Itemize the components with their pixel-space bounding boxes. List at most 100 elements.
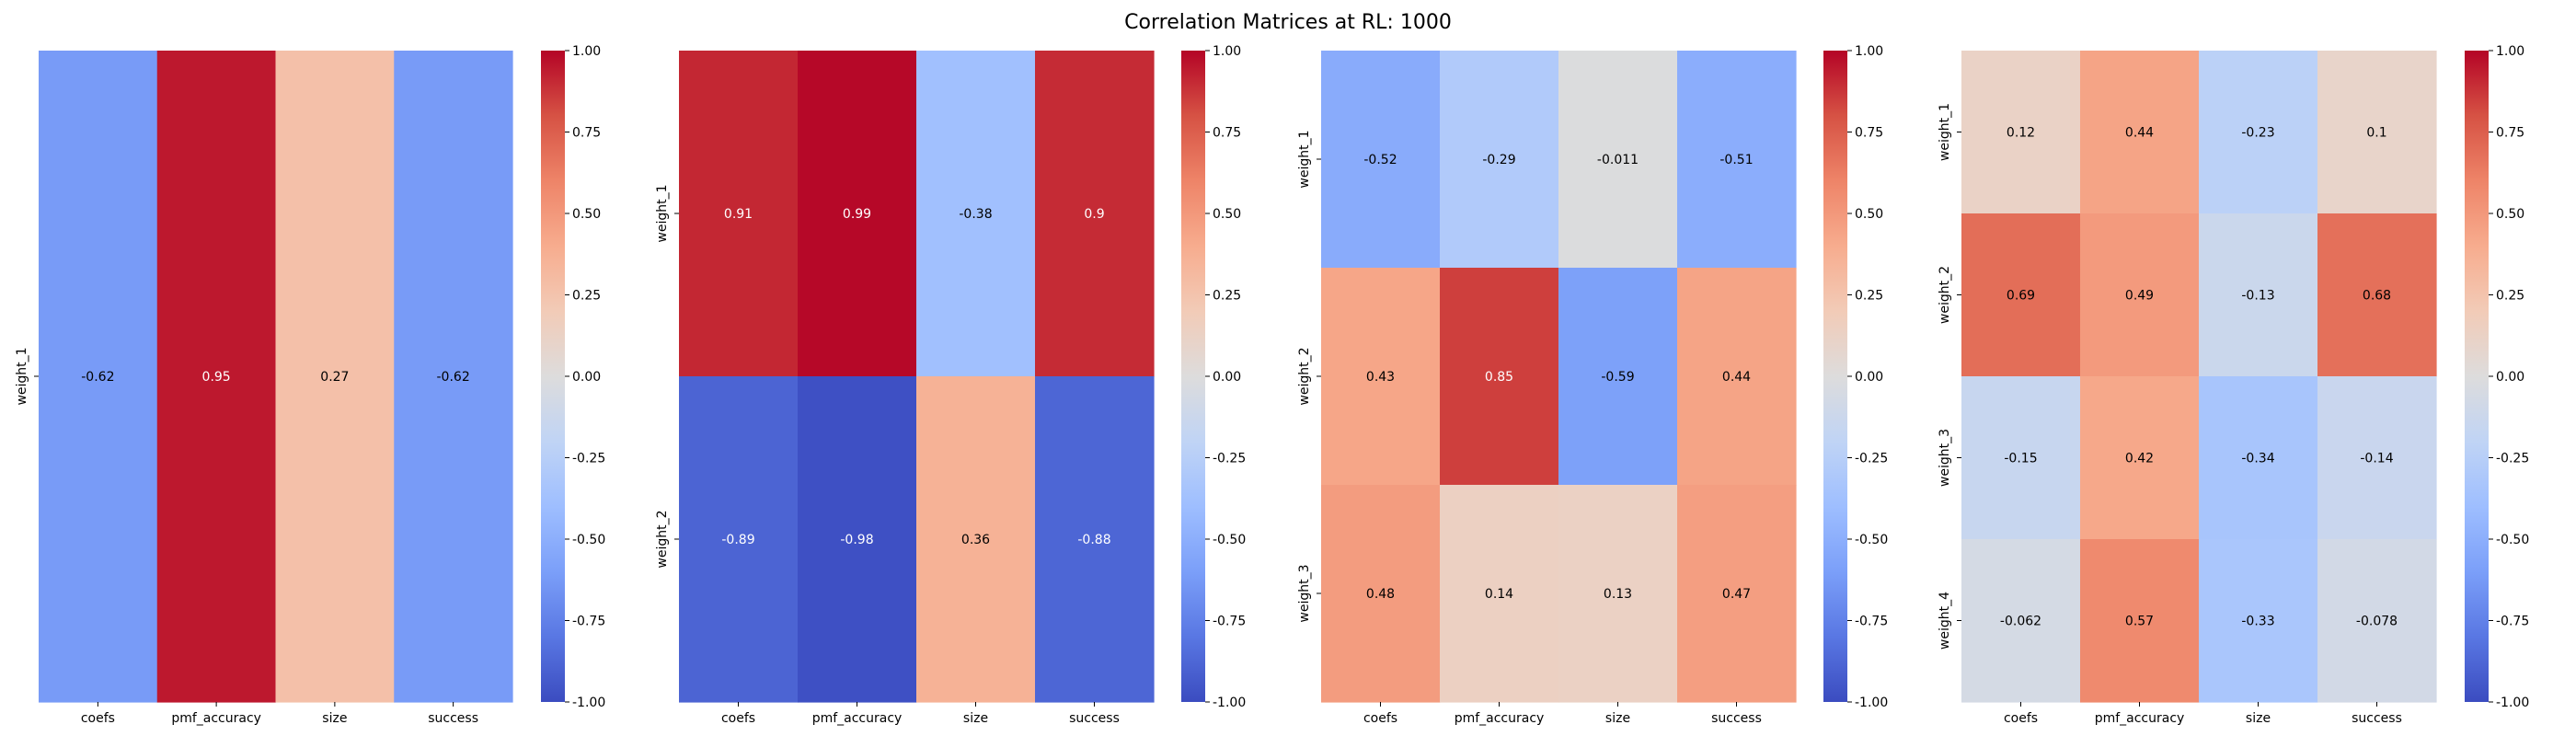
heatmap-cell <box>2317 213 2437 377</box>
cell-value-label: 0.42 <box>2125 452 2154 466</box>
heatmap-cell <box>2199 213 2318 377</box>
heatmap-cell <box>1558 485 1678 703</box>
x-tick-label: size <box>322 711 347 726</box>
heatmap-cell <box>2199 376 2318 540</box>
colorbar-tick-label: 0.25 <box>1855 289 1883 304</box>
heatmap-cell <box>2199 539 2318 703</box>
cell-value-label: 0.95 <box>202 370 231 385</box>
colorbar-tick-label: -1.00 <box>572 696 605 710</box>
cell-value-label: -0.88 <box>1077 533 1110 547</box>
cell-value-label: 0.12 <box>2007 126 2035 141</box>
y-tick-label: weight_2 <box>655 510 670 568</box>
cell-value-label: -0.15 <box>2004 452 2037 466</box>
cell-value-label: 0.69 <box>2007 289 2035 304</box>
colorbar-tick-label: -0.25 <box>2496 452 2529 466</box>
colorbar-tick-label: -0.75 <box>1213 615 1246 629</box>
cell-value-label: 0.1 <box>2366 126 2386 141</box>
colorbar-gradient <box>2465 51 2489 702</box>
colorbar-2: 1.00 0.75 0.50 0.25 0.00 -0.25 -0.50 -0.75 -1.00 <box>1181 44 1246 710</box>
colorbar-tick-label: -0.25 <box>572 452 605 466</box>
heatmap-cell <box>1677 51 1797 269</box>
x-tick-label: coefs <box>721 711 755 726</box>
heatmap-cell <box>1321 268 1441 486</box>
colorbar-1: 1.00 0.75 0.50 0.25 0.00 -0.25 -0.50 -0.75 -1.00 <box>541 44 605 710</box>
heatmap-panel-2: 0.91 0.99 -0.38 0.9 -0.89 -0.98 0.36 -0.88 coefs… <box>655 44 1246 726</box>
x-tick-label: pmf_accuracy <box>2095 711 2185 726</box>
x-tick-label: size <box>2246 711 2271 726</box>
heatmap-cell <box>1321 485 1441 703</box>
cell-value-label: -0.078 <box>2356 615 2398 629</box>
colorbar-tick-label: 0.50 <box>1855 207 1883 222</box>
heatmap-panel-3: -0.52 -0.29 -0.011 -0.51 0.43 0.85 -0.59 0.44 0.… <box>1297 44 1888 726</box>
heatmap-cell <box>156 51 277 703</box>
x-tick-label: pmf_accuracy <box>812 711 903 726</box>
colorbar-tick-label: 0.25 <box>572 289 601 304</box>
heatmap-cell <box>2080 213 2200 377</box>
cell-value-label: -0.23 <box>2241 126 2274 141</box>
colorbar-tick-label: -1.00 <box>1855 696 1888 710</box>
colorbar-3: 1.00 0.75 0.50 0.25 0.00 -0.25 -0.50 -0.75 -1.00 <box>1823 44 1888 710</box>
y-tick-label: weight_1 <box>1297 130 1312 188</box>
x-tick-label: success <box>2352 711 2402 726</box>
heatmap-cell <box>679 51 799 377</box>
cell-value-label: -0.062 <box>2000 615 2041 629</box>
heatmap-cell <box>1321 51 1441 269</box>
x-tick-label: size <box>963 711 988 726</box>
colorbar-tick-label: -1.00 <box>2496 696 2529 710</box>
colorbar-tick-label: -0.75 <box>572 615 605 629</box>
colorbar-tick-label: -0.75 <box>2496 615 2529 629</box>
colorbar-tick-label: 0.50 <box>1213 207 1241 222</box>
heatmap-cell <box>275 51 395 703</box>
cell-value-label: -0.34 <box>2241 452 2274 466</box>
cell-value-label: -0.98 <box>840 533 873 547</box>
heatmap-cell <box>1440 485 1559 703</box>
colorbar-tick-label: 0.75 <box>1213 126 1241 141</box>
x-tick-label: success <box>428 711 478 726</box>
colorbar-gradient <box>1181 51 1205 702</box>
colorbar-tick-label: 0.00 <box>1213 370 1241 385</box>
cell-value-label: 0.85 <box>1485 370 1513 385</box>
cell-value-label: -0.59 <box>1601 370 1634 385</box>
cell-value-label: -0.38 <box>959 207 992 222</box>
colorbar-tick-label: -0.25 <box>1213 452 1246 466</box>
colorbar-tick-label: 1.00 <box>1855 44 1883 59</box>
colorbar-tick-label: -0.25 <box>1855 452 1888 466</box>
heatmap-cell <box>1677 485 1797 703</box>
heatmap-cell <box>1961 213 2081 377</box>
y-tick-label: weight_3 <box>1938 429 1952 487</box>
heatmap-cell <box>1440 268 1559 486</box>
heatmap-cell <box>394 51 513 703</box>
colorbar-tick-label: -1.00 <box>1213 696 1246 710</box>
cell-value-label: 0.99 <box>843 207 871 222</box>
colorbar-tick-label: 0.75 <box>1855 126 1883 141</box>
heatmap-cell <box>1440 51 1559 269</box>
heatmap-cell <box>2317 539 2437 703</box>
heatmap-cell <box>2080 539 2200 703</box>
cell-value-label: -0.52 <box>1363 153 1397 167</box>
x-tick-label: success <box>1069 711 1120 726</box>
x-tick-label: coefs <box>2004 711 2038 726</box>
heatmap-cell <box>1558 51 1678 269</box>
heatmap-cell <box>916 376 1036 703</box>
heatmap-panel-1: -0.62 0.95 0.27 -0.62 coefs pmf_accuracy size s… <box>15 44 605 726</box>
colorbar-tick-label: -0.50 <box>572 533 605 547</box>
cell-value-label: 0.44 <box>1722 370 1751 385</box>
heatmap-cell <box>39 51 158 703</box>
cell-value-label: -0.14 <box>2360 452 2393 466</box>
x-tick-label: pmf_accuracy <box>1455 711 1545 726</box>
cell-value-label: -0.33 <box>2241 615 2274 629</box>
heatmap-cell <box>916 51 1036 377</box>
heatmap-cell <box>2080 51 2200 214</box>
y-tick-label: weight_1 <box>15 347 29 405</box>
cell-value-label: 0.43 <box>1366 370 1395 385</box>
colorbar-tick-label: 1.00 <box>572 44 601 59</box>
cell-value-label: 0.14 <box>1485 587 1513 602</box>
heatmap-cell <box>1677 268 1797 486</box>
colorbar-gradient <box>1823 51 1847 702</box>
colorbar-4: 1.00 0.75 0.50 0.25 0.00 -0.25 -0.50 -0.75 -1.00 <box>2465 44 2529 710</box>
x-tick-label: coefs <box>1363 711 1397 726</box>
heatmap-cell <box>1558 268 1678 486</box>
colorbar-tick-label: -0.50 <box>1855 533 1888 547</box>
heatmap-panel-4: 0.12 0.44 -0.23 0.1 0.69 0.49 -0.13 0.68 -0.15 0.… <box>1938 44 2529 726</box>
